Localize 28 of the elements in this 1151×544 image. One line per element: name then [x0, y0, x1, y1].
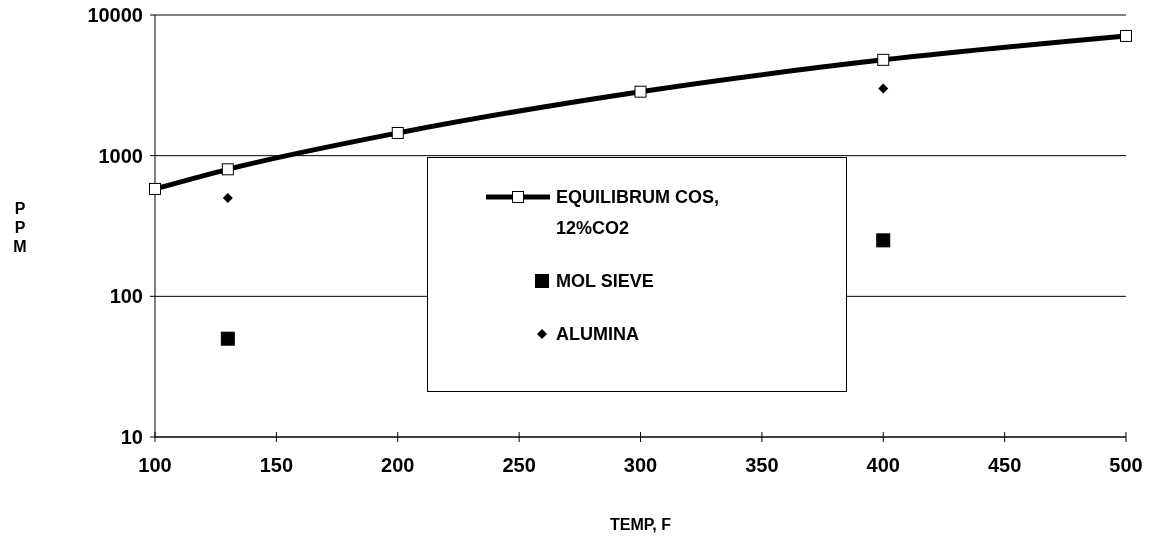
- point: [222, 193, 233, 204]
- x-tick-label: 400: [866, 454, 900, 476]
- x-tick-label: 450: [987, 454, 1022, 476]
- point: [876, 233, 891, 248]
- y-axis-title: PPM: [13, 200, 27, 255]
- point: [220, 331, 235, 346]
- x-tick-label: 250: [502, 454, 536, 476]
- point: [878, 83, 889, 94]
- y-tick-label: 10000: [87, 4, 143, 26]
- y-tick-label: 10: [120, 426, 143, 448]
- x-tick-label: 500: [1109, 454, 1143, 476]
- legend-label: ALUMINA: [556, 323, 639, 346]
- y-tick-label: 1000: [98, 144, 143, 167]
- point: [391, 126, 404, 139]
- x-tick-label: 300: [623, 454, 658, 476]
- x-tick-label: 100: [138, 454, 172, 476]
- point: [1120, 29, 1132, 42]
- x-axis-title: TEMP, F: [609, 516, 672, 533]
- y-tick-label: 100: [109, 285, 143, 308]
- x-tick-label: 200: [381, 454, 415, 476]
- x-tick-label: 150: [259, 454, 294, 476]
- legend-label: MOL SIEVE: [556, 270, 654, 293]
- point: [634, 85, 647, 98]
- point: [149, 182, 161, 195]
- point: [221, 163, 234, 176]
- point: [877, 53, 890, 66]
- legend-label: EQUILIBRUM COS, 12%CO2: [556, 186, 720, 240]
- x-tick-label: 350: [745, 454, 779, 476]
